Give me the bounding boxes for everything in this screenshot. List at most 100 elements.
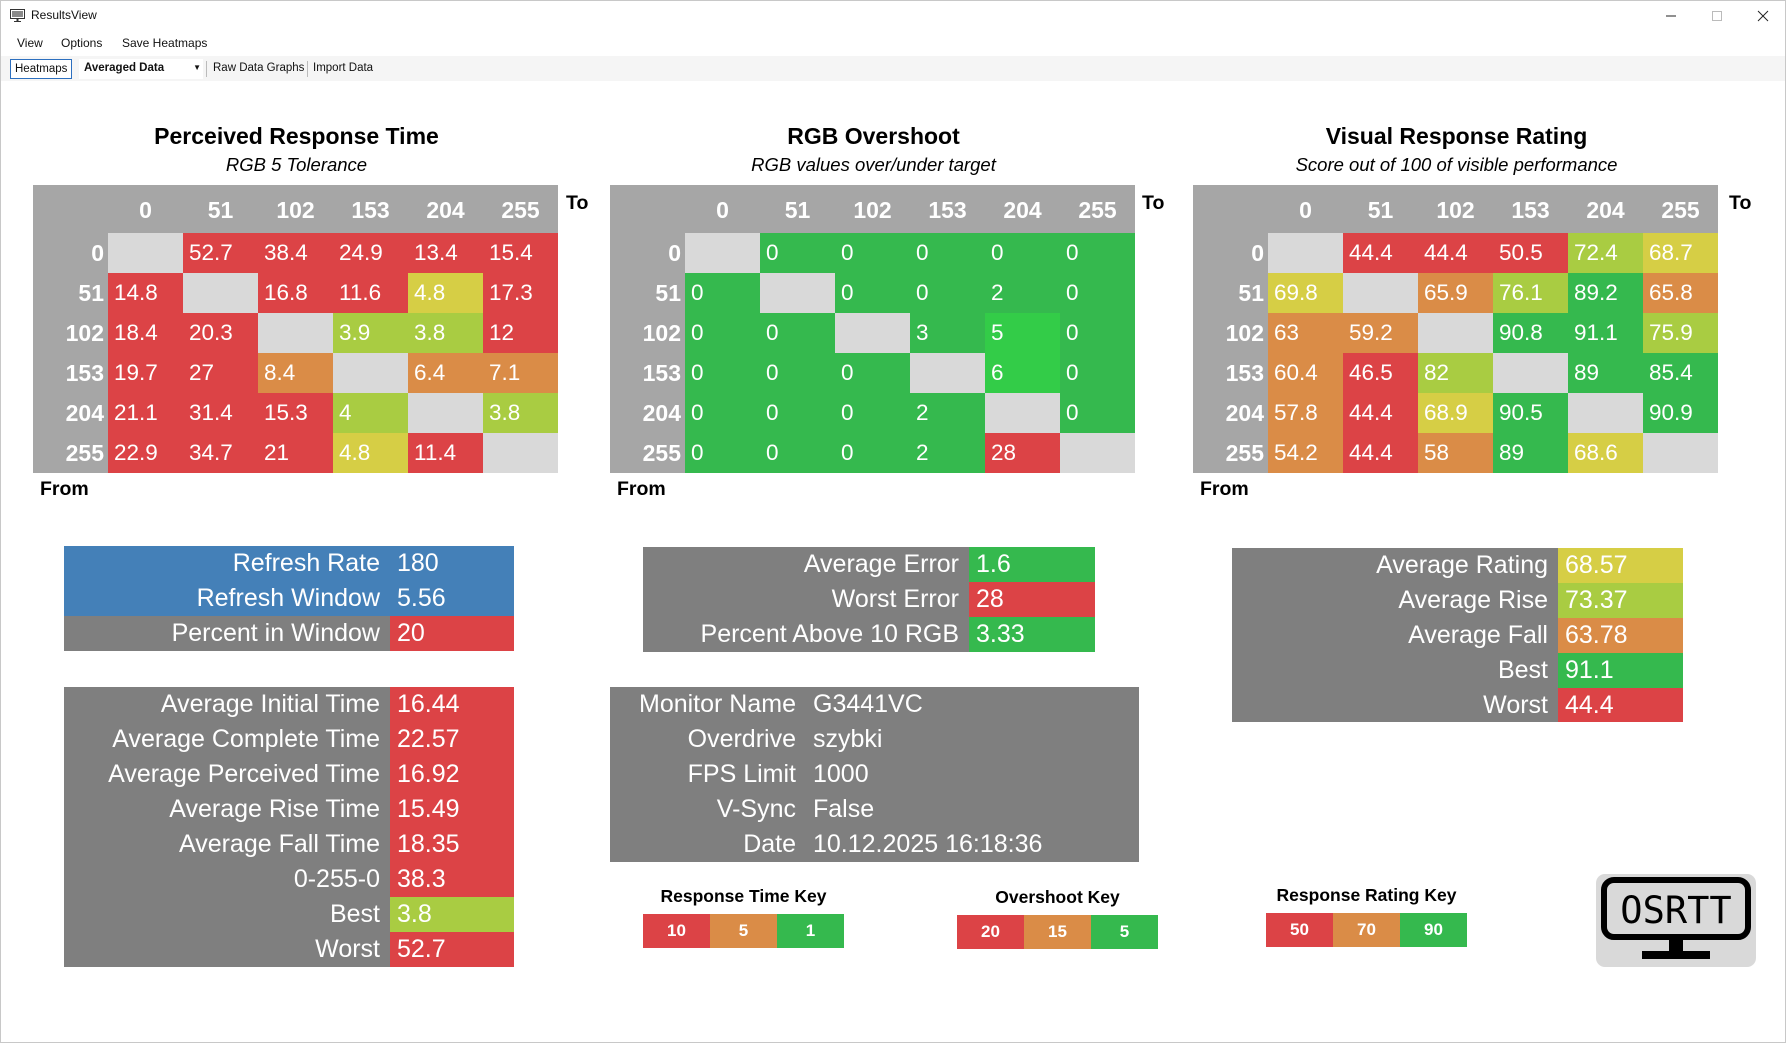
heatmap-cell: 0	[760, 233, 835, 273]
response-times-panel: Average Initial Time 16.44 Average Complet…	[64, 687, 514, 967]
stat-value: 3.33	[969, 617, 1095, 652]
raw-data-graphs-button[interactable]: Raw Data Graphs	[213, 62, 305, 74]
heatmap-cell: 0	[1060, 233, 1135, 273]
key-swatch: 1	[777, 914, 844, 948]
heatmap-cell: 85.4	[1643, 353, 1718, 393]
stat-row: Worst Error 28	[643, 582, 1095, 617]
heatmap-cell: 76.1	[1493, 273, 1568, 313]
heatmap-cell: 0	[835, 233, 910, 273]
stat-row: Average Error 1.6	[643, 547, 1095, 582]
heatmap-col-header: 0	[716, 197, 729, 223]
maximize-button[interactable]	[1694, 1, 1740, 31]
heatmap-col-header: 153	[1511, 197, 1550, 223]
menu-view[interactable]: View	[17, 36, 43, 50]
minimize-button[interactable]	[1648, 1, 1694, 31]
close-icon	[1757, 10, 1769, 22]
heatmap-subtitle: Score out of 100 of visible performance	[1295, 154, 1618, 175]
stat-value: 180	[390, 546, 514, 581]
osrtt-logo: OSRTT	[1596, 874, 1756, 967]
heatmap-cell: 4.8	[408, 273, 483, 313]
heatmap-cell: 3.9	[333, 313, 408, 353]
stat-row: V-Sync False	[610, 792, 1139, 827]
heatmap-cell: 65.8	[1643, 273, 1718, 313]
heatmap-cell: 68.6	[1568, 433, 1643, 473]
rgb-overshoot-heatmap: 0 51 102 153 204 255 0 0 0 0 0 0 51 0 0 0 2 0 102 0 0 3 5 0 153 0…	[610, 185, 1135, 473]
stat-value: 5.56	[390, 581, 514, 616]
stat-row: Refresh Window 5.56	[64, 581, 514, 616]
heatmap-cell: 89	[1493, 433, 1568, 473]
heatmap-col-header: 51	[207, 197, 234, 223]
heatmap-cell: 0	[835, 353, 910, 393]
heatmap-col-header: 51	[784, 197, 811, 223]
perceived-response-time-heatmap: 0 51 102 153 204 255 0 52.7 38.4 24.9 13.4 15.4 51 14…	[33, 185, 558, 473]
monitor-app-icon	[10, 9, 25, 22]
heatmap-cell: 52.7	[183, 233, 258, 273]
heatmap-cell: 0	[685, 273, 760, 313]
heatmap-cell: 0	[760, 313, 835, 353]
heatmap-cell: 3.8	[408, 313, 483, 353]
stat-row: Worst 44.4	[1232, 688, 1683, 722]
heatmap-cell: 22.9	[108, 433, 183, 473]
stat-row: Worst 52.7	[64, 932, 514, 967]
stat-label: Overdrive	[687, 725, 796, 753]
heatmap-cell: 0	[835, 273, 910, 313]
stat-value: 73.37	[1558, 583, 1683, 618]
stat-value: False	[813, 795, 875, 823]
heatmap-cell: 2	[985, 273, 1060, 313]
stat-row: Average Rise Time 15.49	[64, 792, 514, 827]
stat-label: Monitor Name	[639, 690, 796, 718]
stat-value: 63.78	[1558, 618, 1683, 653]
heatmaps-tab[interactable]: Heatmaps	[10, 59, 73, 79]
stat-row: Monitor Name G3441VC	[610, 687, 1139, 722]
stat-label: Average Rise Time	[169, 795, 380, 823]
heatmap-cell: 44.4	[1418, 233, 1493, 273]
heatmap-col-header: 204	[1586, 197, 1625, 223]
close-button[interactable]	[1740, 1, 1786, 31]
heatmap-cell: 0	[910, 273, 985, 313]
stat-value: 1000	[813, 760, 869, 788]
dropdown-arrow-icon: ▼	[193, 63, 201, 72]
heatmap-row-header: 102	[1225, 320, 1264, 346]
data-mode-dropdown[interactable]: Averaged Data ▼	[79, 59, 203, 79]
heatmap-cell: 18.4	[108, 313, 183, 353]
heatmap-cell: 44.4	[1343, 393, 1418, 433]
key-title: Response Rating Key	[1276, 885, 1457, 905]
heatmap-from-label: From	[40, 478, 89, 500]
heatmap-cell: 0	[760, 393, 835, 433]
toolbar-separator	[206, 61, 207, 77]
stat-value: 52.7	[390, 932, 514, 967]
heatmap-col-header: 255	[501, 197, 540, 223]
heatmap-cell	[183, 273, 258, 313]
stat-label: Average Initial Time	[160, 690, 380, 718]
stat-label: 0-255-0	[293, 865, 380, 893]
heatmap-cell: 0	[685, 393, 760, 433]
heatmap-cell: 31.4	[183, 393, 258, 433]
refresh-rate-panel: Refresh Rate 180 Refresh Window 5.56 Percent…	[64, 546, 514, 651]
heatmap-cell	[1568, 393, 1643, 433]
menu-save-heatmaps[interactable]: Save Heatmaps	[122, 36, 208, 50]
stat-row: Best 91.1	[1232, 653, 1683, 688]
heatmap-cell: 54.2	[1268, 433, 1343, 473]
heatmap-cell	[1643, 433, 1718, 473]
heatmap-cell: 4.8	[333, 433, 408, 473]
heatmap-cell: 0	[1060, 393, 1135, 433]
menu-options[interactable]: Options	[61, 36, 103, 50]
overshoot-stats-panel: Average Error 1.6 Worst Error 28 Percent Abo…	[643, 547, 1095, 652]
heatmap-cell: 89	[1568, 353, 1643, 393]
heatmap-cell: 11.4	[408, 433, 483, 473]
stat-row: Average Initial Time 16.44	[64, 687, 514, 722]
import-data-button[interactable]: Import Data	[313, 62, 374, 74]
stat-value: 18.35	[390, 827, 514, 862]
stat-value: 20	[390, 616, 514, 651]
stat-value: 10.12.2025 16:18:36	[813, 830, 1043, 858]
heatmap-row-header: 255	[1225, 440, 1264, 466]
heatmap-cell: 3	[910, 313, 985, 353]
heatmap-cell: 68.9	[1418, 393, 1493, 433]
heatmap-cell: 21.1	[108, 393, 183, 433]
heatmap-cell: 63	[1268, 313, 1343, 353]
heatmap-cell	[258, 313, 333, 353]
heatmap-cell	[408, 393, 483, 433]
stat-label: Average Rise	[1398, 586, 1548, 614]
heatmap-title: RGB Overshoot	[787, 123, 960, 149]
stat-value: 1.6	[969, 547, 1095, 582]
